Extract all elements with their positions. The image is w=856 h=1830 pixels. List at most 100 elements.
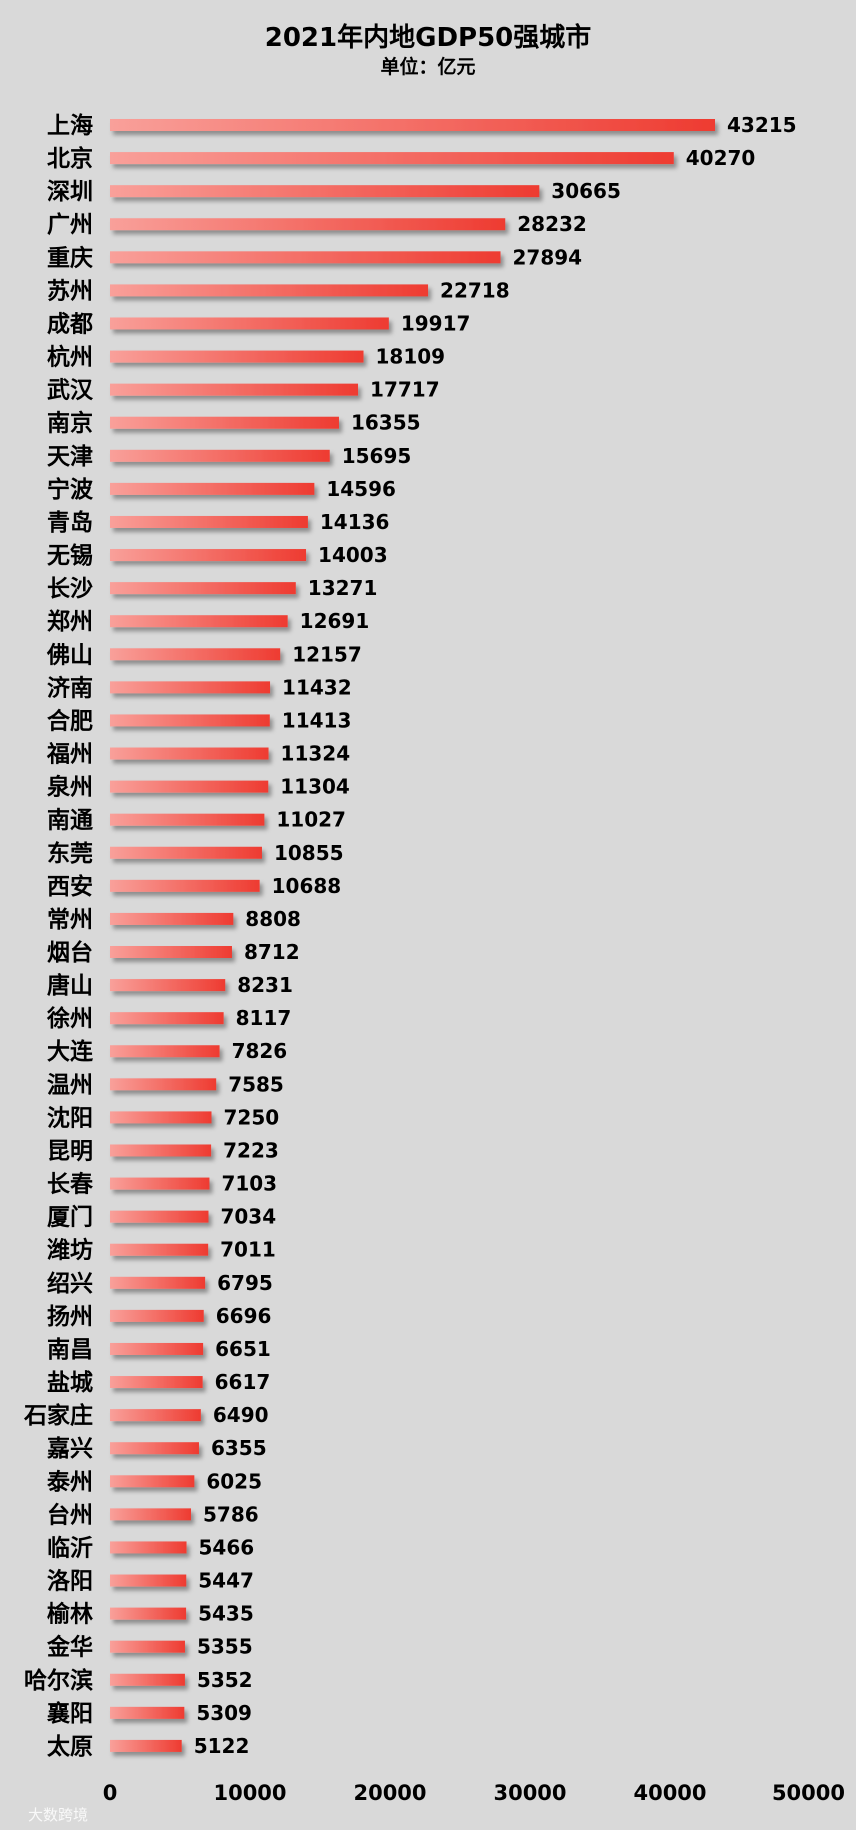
value-label: 12157 xyxy=(292,642,362,666)
value-label: 6795 xyxy=(217,1271,273,1295)
bar xyxy=(110,119,716,131)
bar xyxy=(110,1541,187,1554)
value-label: 11027 xyxy=(276,808,346,832)
bar xyxy=(110,979,226,992)
bar xyxy=(110,747,269,760)
city-label: 上海 xyxy=(47,112,93,139)
chart-subtitle: 单位：亿元 xyxy=(380,55,475,78)
value-label: 7011 xyxy=(220,1238,276,1262)
city-label: 徐州 xyxy=(46,1005,93,1032)
city-label: 西安 xyxy=(47,873,93,900)
city-label: 杭州 xyxy=(47,344,93,371)
watermark-text: 大数跨境 xyxy=(28,1806,88,1824)
bar xyxy=(110,1442,199,1455)
x-tick-label: 10000 xyxy=(213,1781,286,1805)
city-label: 重庆 xyxy=(47,244,93,271)
value-label: 10688 xyxy=(272,874,342,898)
value-label: 6490 xyxy=(213,1403,269,1427)
city-label: 佛山 xyxy=(46,642,93,668)
bar xyxy=(110,879,260,892)
city-label: 洛阳 xyxy=(47,1568,93,1595)
bar xyxy=(110,1144,212,1157)
city-label: 东莞 xyxy=(47,840,93,867)
city-label: 扬州 xyxy=(47,1303,93,1330)
value-label: 14596 xyxy=(326,477,396,501)
value-label: 7826 xyxy=(232,1039,288,1063)
bar xyxy=(110,218,506,231)
value-label: 8808 xyxy=(245,907,301,931)
bar xyxy=(110,416,339,429)
city-label: 无锡 xyxy=(47,543,93,569)
bar xyxy=(110,1673,185,1686)
city-label: 泉州 xyxy=(47,774,93,801)
city-label: 台州 xyxy=(47,1501,93,1528)
city-label: 长春 xyxy=(47,1172,94,1198)
city-label: 泰州 xyxy=(46,1468,93,1495)
bar xyxy=(110,317,389,330)
x-tick-label: 30000 xyxy=(493,1781,566,1805)
bar xyxy=(110,185,540,198)
city-label: 南京 xyxy=(47,410,93,437)
value-label: 16355 xyxy=(351,411,421,435)
bar xyxy=(110,1243,209,1256)
bar xyxy=(110,582,296,595)
bar xyxy=(110,1739,182,1752)
value-label: 5309 xyxy=(196,1701,252,1725)
bar xyxy=(110,284,429,297)
city-label: 武汉 xyxy=(47,378,94,404)
bar xyxy=(110,1409,201,1422)
bar xyxy=(110,1210,209,1223)
city-label: 温州 xyxy=(47,1072,93,1098)
city-label: 合肥 xyxy=(47,707,93,734)
value-label: 6355 xyxy=(211,1436,267,1460)
chart-title: 2021年内地GDP50强城市 xyxy=(265,22,592,53)
bar xyxy=(110,1706,185,1719)
bar xyxy=(110,1342,204,1355)
bar xyxy=(110,1045,220,1058)
value-label: 8231 xyxy=(237,973,293,997)
value-label: 7250 xyxy=(224,1105,280,1129)
bar xyxy=(110,1475,195,1488)
value-label: 14003 xyxy=(318,543,388,567)
city-label: 盐城 xyxy=(47,1369,93,1396)
value-label: 8117 xyxy=(236,1006,292,1030)
value-label: 5352 xyxy=(197,1668,253,1692)
city-label: 广州 xyxy=(47,211,93,238)
city-label: 石家庄 xyxy=(23,1402,93,1429)
value-label: 10855 xyxy=(274,841,344,865)
city-label: 深圳 xyxy=(47,179,93,205)
city-label: 昆明 xyxy=(47,1138,93,1164)
value-label: 6696 xyxy=(216,1304,272,1328)
bar xyxy=(110,251,501,264)
bar xyxy=(110,1607,187,1620)
value-label: 17717 xyxy=(370,378,440,402)
value-label: 11324 xyxy=(281,742,351,766)
x-tick-label: 0 xyxy=(103,1781,118,1805)
bar xyxy=(110,1309,204,1322)
value-label: 27894 xyxy=(513,245,583,269)
city-label: 嘉兴 xyxy=(47,1436,93,1462)
bar xyxy=(110,946,232,958)
bar xyxy=(110,780,269,793)
bar xyxy=(110,1177,210,1190)
value-label: 7585 xyxy=(228,1072,284,1096)
value-label: 28232 xyxy=(517,212,587,236)
bar xyxy=(110,549,307,562)
city-label: 南通 xyxy=(47,808,93,834)
city-label: 青岛 xyxy=(47,509,93,536)
value-label: 6651 xyxy=(215,1337,271,1361)
bar xyxy=(110,1012,224,1025)
bar xyxy=(110,515,308,528)
city-label: 襄阳 xyxy=(46,1700,93,1727)
value-label: 5122 xyxy=(194,1734,250,1758)
value-label: 7034 xyxy=(220,1205,276,1229)
bar xyxy=(110,350,364,363)
value-label: 15695 xyxy=(342,444,412,468)
value-label: 22718 xyxy=(440,278,510,302)
value-label: 11413 xyxy=(282,708,352,732)
city-label: 福州 xyxy=(46,742,93,768)
bar xyxy=(110,648,281,661)
city-label: 郑州 xyxy=(47,609,93,635)
city-label: 厦门 xyxy=(47,1204,93,1231)
